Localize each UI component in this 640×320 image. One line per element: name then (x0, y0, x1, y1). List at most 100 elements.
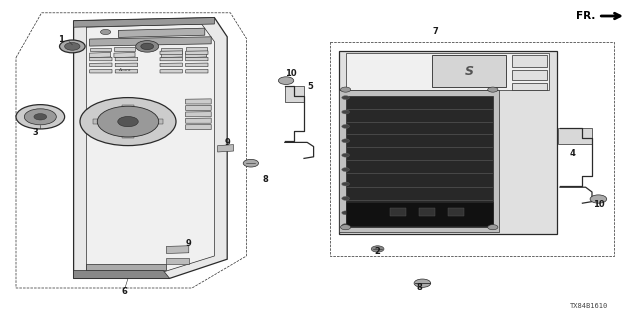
Text: 10: 10 (285, 69, 297, 78)
Text: 9: 9 (186, 239, 191, 248)
Circle shape (342, 196, 349, 200)
Polygon shape (114, 47, 135, 51)
Circle shape (414, 279, 431, 287)
Text: 4: 4 (570, 149, 576, 158)
Circle shape (34, 114, 47, 120)
Polygon shape (218, 145, 234, 152)
Polygon shape (186, 52, 207, 58)
Circle shape (342, 182, 349, 186)
Polygon shape (90, 63, 112, 67)
Polygon shape (339, 51, 557, 234)
Polygon shape (186, 105, 211, 110)
Polygon shape (346, 202, 493, 226)
Polygon shape (118, 28, 205, 37)
Polygon shape (186, 69, 208, 73)
Polygon shape (419, 208, 435, 216)
Polygon shape (90, 57, 112, 61)
Text: 8: 8 (263, 175, 268, 184)
Circle shape (136, 41, 159, 52)
Circle shape (590, 195, 607, 203)
Polygon shape (160, 51, 182, 54)
Text: FR.: FR. (576, 11, 595, 21)
Circle shape (24, 109, 56, 125)
Polygon shape (74, 270, 170, 278)
Polygon shape (558, 128, 592, 144)
Circle shape (342, 96, 349, 100)
Polygon shape (161, 52, 182, 58)
Polygon shape (285, 86, 304, 102)
Polygon shape (339, 90, 499, 232)
Circle shape (80, 98, 176, 146)
Circle shape (371, 246, 384, 252)
Polygon shape (346, 96, 493, 227)
Polygon shape (114, 52, 135, 58)
Circle shape (340, 225, 351, 230)
Text: TX84B1610: TX84B1610 (570, 303, 608, 309)
Polygon shape (150, 119, 163, 124)
Text: 8: 8 (417, 284, 422, 292)
Polygon shape (186, 51, 208, 54)
Circle shape (342, 110, 349, 114)
Polygon shape (160, 69, 182, 73)
Polygon shape (160, 57, 182, 61)
Circle shape (342, 139, 349, 143)
Polygon shape (390, 208, 406, 216)
Text: 9: 9 (225, 138, 230, 147)
Text: 6: 6 (122, 287, 128, 296)
Circle shape (278, 77, 294, 84)
Polygon shape (90, 69, 112, 73)
Polygon shape (86, 24, 214, 272)
Polygon shape (512, 83, 547, 90)
Circle shape (342, 124, 349, 128)
Polygon shape (160, 63, 182, 67)
Circle shape (340, 87, 351, 92)
Polygon shape (74, 18, 214, 27)
Polygon shape (115, 57, 138, 61)
Polygon shape (90, 52, 111, 58)
Circle shape (118, 116, 138, 127)
Text: 5: 5 (307, 82, 314, 91)
Circle shape (488, 87, 498, 92)
Circle shape (243, 159, 259, 167)
Polygon shape (115, 69, 138, 73)
Polygon shape (186, 118, 211, 123)
Circle shape (100, 29, 111, 35)
Polygon shape (186, 57, 208, 61)
Polygon shape (166, 246, 189, 253)
Circle shape (488, 225, 498, 230)
Text: 1: 1 (58, 36, 64, 44)
Polygon shape (448, 208, 464, 216)
Text: 7: 7 (433, 28, 438, 36)
Circle shape (342, 211, 349, 215)
Text: 2: 2 (374, 247, 381, 256)
Polygon shape (186, 63, 208, 67)
Polygon shape (166, 258, 189, 264)
Polygon shape (115, 63, 138, 67)
Text: Acura: Acura (118, 68, 131, 72)
Circle shape (65, 43, 80, 50)
Circle shape (97, 106, 159, 137)
Polygon shape (74, 18, 227, 278)
Text: S: S (465, 65, 474, 77)
Polygon shape (122, 105, 134, 109)
Circle shape (342, 224, 349, 228)
Text: 10: 10 (593, 200, 604, 209)
Polygon shape (90, 37, 211, 46)
Polygon shape (86, 264, 166, 270)
Polygon shape (186, 112, 211, 117)
Polygon shape (90, 48, 111, 51)
Circle shape (16, 105, 65, 129)
Polygon shape (161, 48, 182, 51)
Polygon shape (186, 99, 211, 104)
Polygon shape (93, 119, 106, 124)
Polygon shape (512, 55, 547, 67)
Polygon shape (122, 134, 134, 138)
Polygon shape (432, 55, 506, 87)
Polygon shape (186, 124, 211, 130)
Circle shape (141, 43, 154, 50)
Polygon shape (186, 47, 207, 51)
Polygon shape (512, 70, 547, 80)
Circle shape (60, 40, 85, 53)
Circle shape (342, 153, 349, 157)
Text: 3: 3 (33, 128, 38, 137)
